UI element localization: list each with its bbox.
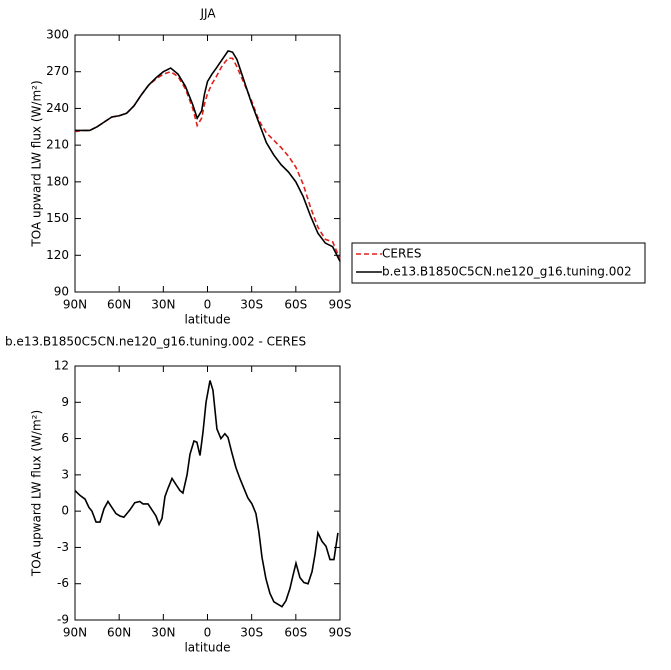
y-tick-label: 9 <box>61 395 69 409</box>
y-tick-label: -3 <box>57 540 69 554</box>
x-tick-label: 0 <box>204 626 212 640</box>
y-tick-label: 240 <box>46 101 69 115</box>
x-tick-label: 60N <box>107 626 131 640</box>
x-tick-label: 90S <box>329 626 352 640</box>
y-tick-label: 3 <box>61 467 69 481</box>
y-tick-label: 210 <box>46 138 69 152</box>
series-line <box>74 380 339 608</box>
y-tick-label: 6 <box>61 431 69 445</box>
x-tick-label: 60N <box>107 298 131 312</box>
plot-frame <box>74 34 341 293</box>
x-tick-label: 60S <box>284 626 307 640</box>
y-tick-label: -6 <box>57 576 69 590</box>
legend-box <box>351 242 646 284</box>
y-tick-label: 270 <box>46 64 69 78</box>
x-tick-label: 60S <box>284 298 307 312</box>
series-line <box>74 57 341 260</box>
y-tick-label: 120 <box>46 248 69 262</box>
x-tick-label: 30S <box>240 626 263 640</box>
y-tick-label: 150 <box>46 211 69 225</box>
x-tick-label: 30N <box>151 298 175 312</box>
y-tick-label: -9 <box>57 613 69 627</box>
plot-frame <box>74 365 341 621</box>
y-tick-label: 0 <box>61 504 69 518</box>
y-axis-label: TOA upward LW flux (W/m²) <box>30 410 44 577</box>
x-tick-label: 0 <box>204 298 212 312</box>
x-tick-label: 90S <box>329 298 352 312</box>
chart-title: JJA <box>199 7 216 21</box>
series-line <box>75 49 341 262</box>
chart-title: b.e13.B1850C5CN.ne120_g16.tuning.002 - C… <box>5 335 306 349</box>
x-tick-label: 30N <box>151 626 175 640</box>
y-tick-label: 300 <box>46 28 69 42</box>
legend-label: CERES <box>382 247 422 261</box>
x-axis-label: latitude <box>184 313 230 327</box>
y-tick-label: 90 <box>54 285 69 299</box>
legend-label: b.e13.B1850C5CN.ne120_g16.tuning.002 <box>382 265 632 279</box>
x-axis-label: latitude <box>184 641 230 655</box>
x-tick-label: 30S <box>240 298 263 312</box>
y-tick-label: 180 <box>46 174 69 188</box>
y-tick-label: 12 <box>54 359 69 373</box>
x-tick-label: 90N <box>63 626 87 640</box>
y-axis-label: TOA upward LW flux (W/m²) <box>30 80 44 247</box>
x-tick-label: 90N <box>63 298 87 312</box>
